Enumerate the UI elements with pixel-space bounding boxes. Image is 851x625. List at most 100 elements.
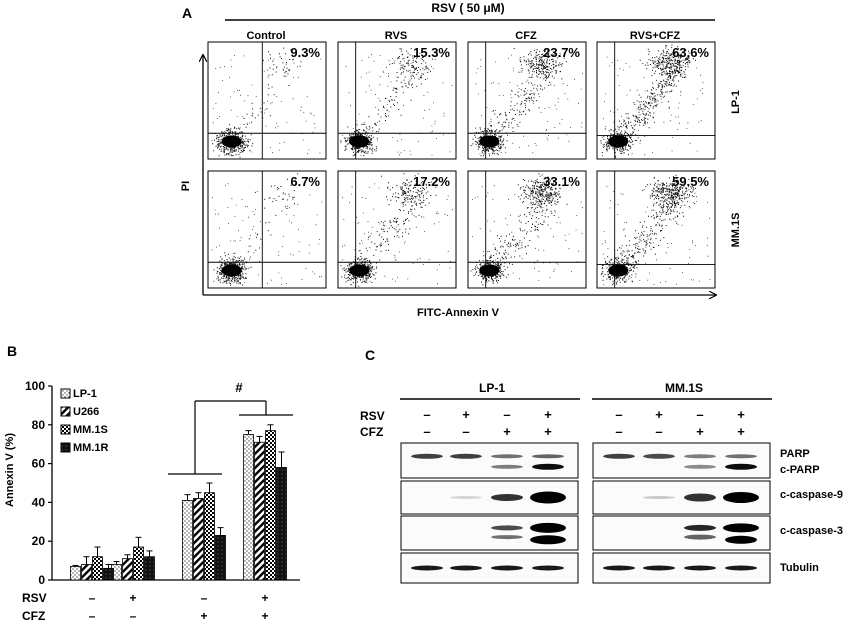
dot-plot-events (600, 44, 705, 158)
sign: – (201, 591, 208, 605)
sign: + (129, 591, 136, 605)
column-label-control: Control (246, 30, 285, 42)
blot-band (532, 565, 564, 571)
apoptosis-percentage: 9.3% (290, 45, 320, 60)
blot-band (491, 525, 523, 531)
apoptosis-percentage: 17.2% (413, 174, 450, 189)
bar (92, 556, 103, 581)
blot-treatment-cfz: CFZ (360, 425, 383, 439)
blot-strip (592, 480, 771, 515)
blot-sign: + (737, 407, 745, 422)
bar-y-axis-label: Annexin V (%) (4, 433, 16, 507)
bar (133, 546, 144, 581)
blot-band (411, 453, 443, 459)
blot-sign: – (462, 424, 469, 439)
blot-band (530, 535, 566, 545)
y-tick-label: 80 (32, 418, 46, 432)
bar-legend: LP-1 U266 MM.1S MM.1R (60, 388, 109, 454)
bar-chart: 0 20 40 60 80 100 (25, 379, 300, 587)
blot-band (684, 524, 716, 531)
blot-sign: + (544, 407, 552, 422)
sign: + (261, 591, 268, 605)
y-axis-label: PI (180, 181, 192, 191)
blot-sign: – (423, 407, 430, 422)
blot-band (643, 565, 675, 571)
row-label-lp1: LP-1 (730, 90, 742, 114)
sign: – (130, 609, 137, 623)
bar (182, 500, 193, 581)
blot-sign: + (503, 424, 511, 439)
dot-plot: 15.3% (337, 41, 457, 160)
blot-band (603, 565, 635, 571)
legend-swatch-u266 (60, 406, 71, 417)
bar (204, 492, 215, 581)
legend-label-u266: U266 (73, 406, 99, 418)
blot-band (450, 496, 482, 499)
apoptosis-percentage: 33.1% (543, 174, 580, 189)
blot-band (725, 535, 757, 544)
row-label-mm1s: MM.1S (730, 213, 742, 248)
blot-band (684, 565, 716, 571)
blot-strip (592, 552, 771, 584)
bar (215, 534, 226, 581)
sign: + (200, 609, 207, 623)
blot-band (643, 453, 675, 459)
treatment-header: RSV ( 50 μM) (431, 1, 504, 15)
blot-label-tubulin: Tubulin (780, 562, 819, 574)
western-blots (400, 442, 771, 584)
legend-swatch-mm1r (60, 442, 71, 453)
panel-a: A RSV ( 50 μM) Control RVS CFZ RVS+CFZ 9… (180, 1, 742, 319)
blot-band (725, 454, 757, 459)
blot-strip (400, 515, 579, 551)
bar (276, 467, 287, 581)
blot-band (450, 453, 482, 459)
significance-mark: # (235, 380, 243, 395)
blot-band (491, 454, 523, 459)
live-cell-cluster (479, 264, 500, 277)
bar (70, 566, 81, 581)
blot-band (411, 565, 443, 571)
blot-band (491, 494, 523, 501)
bar-treatment-cfz: CFZ (22, 609, 45, 623)
dot-plot: 63.6% (596, 41, 716, 160)
blot-band (684, 464, 716, 469)
live-cell-cluster (221, 135, 242, 148)
dot-plot: 33.1% (467, 170, 587, 289)
legend-label-lp1: LP-1 (73, 388, 97, 400)
sign: – (89, 609, 96, 623)
dot-plot-events (600, 174, 711, 286)
blot-sign: + (696, 424, 704, 439)
bar (254, 441, 265, 581)
live-cell-cluster (221, 264, 242, 277)
blot-sign: – (503, 407, 510, 422)
cell-line-lp1: LP-1 (479, 381, 505, 395)
blot-band (684, 454, 716, 459)
bar (144, 556, 155, 581)
blot-strip (592, 442, 771, 479)
flow-cytometry-grid: 9.3% 15.3% 23.7% 63.6% 6.7% 17.2% 33.1% 59.5% (207, 41, 716, 289)
blot-band (643, 496, 675, 499)
blot-treatment-rsv: RSV (360, 409, 385, 423)
bar (243, 434, 254, 581)
blot-sign: + (737, 424, 745, 439)
blot-band (530, 522, 566, 533)
blot-strip (400, 552, 579, 584)
blot-band (725, 565, 757, 571)
y-tick-label: 100 (25, 379, 45, 393)
cell-line-mm1s: MM.1S (665, 381, 703, 395)
blot-label-c-caspase-3: c-caspase-3 (780, 525, 843, 537)
apoptosis-percentage: 15.3% (413, 45, 450, 60)
blot-band (491, 464, 523, 469)
dot-plot: 17.2% (337, 170, 457, 289)
panel-b-label: B (7, 343, 17, 359)
sign: – (89, 591, 96, 605)
blot-sign: + (462, 407, 470, 422)
dot-plot: 59.5% (596, 170, 716, 289)
column-label-rvs-cfz: RVS+CFZ (630, 30, 681, 42)
panel-b: B Annexin V (%) 0 20 40 60 80 100 LP-1 U266 M… (4, 343, 300, 623)
live-cell-cluster (479, 135, 500, 148)
live-cell-cluster (608, 264, 629, 277)
blot-band (491, 535, 523, 540)
live-cell-cluster (608, 135, 629, 148)
